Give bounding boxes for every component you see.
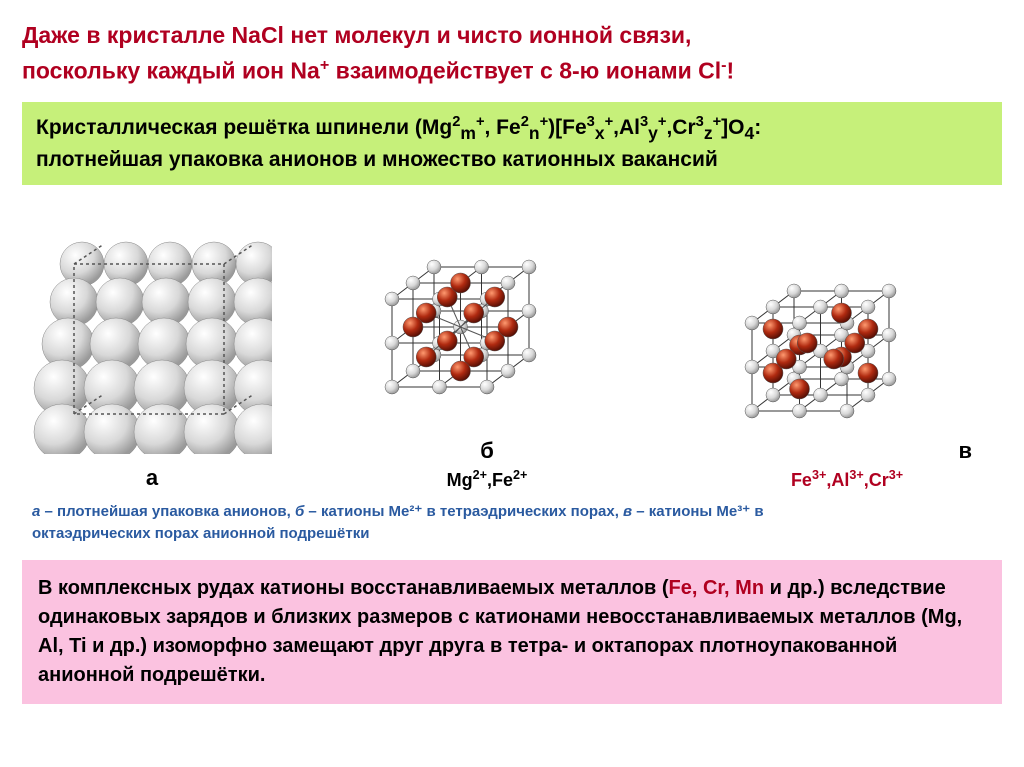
cap-a-t: – плотнейшая упаковка анионов,	[40, 503, 295, 520]
gb-c: )[Fe	[548, 116, 587, 139]
cr3-sup: 3	[696, 114, 704, 130]
gb-line2: плотнейшая упаковка анионов и множество …	[36, 148, 718, 171]
gb-d: ,Al	[613, 116, 640, 139]
al3-sub: y	[648, 123, 658, 143]
gb-e: ,Cr	[666, 116, 695, 139]
spinel-lattice-box: Кристаллическая решётка шпинели (Mg2m+, …	[22, 102, 1002, 185]
al3-sup: 3	[640, 114, 648, 130]
cap-c: в	[623, 503, 632, 520]
diag-c-chem: Fe3+,Al3+,Cr3+	[702, 468, 992, 491]
gb-a: Кристаллическая решётка шпинели (Mg	[36, 116, 452, 139]
cap-b-t: – катионы Me²⁺ в тетраэдрических порах,	[304, 503, 623, 520]
diag-a-letter: а	[32, 465, 272, 491]
title-line2a: поскольку каждый ион Na	[22, 57, 320, 83]
diagram-row: а б Mg2+,Fe2+ в Fe3+,Al3+,Cr3+	[22, 197, 1002, 491]
unit-cell-b-svg	[342, 197, 632, 427]
pink-metals: Fe, Cr, Mn	[668, 577, 764, 599]
fe2-sub: n	[529, 123, 540, 143]
mg-sub: m	[460, 123, 476, 143]
o4-sub: 4	[744, 123, 754, 143]
cap-b: б	[295, 503, 304, 520]
pink-a: В комплексных рудах катионы восстанавлив…	[38, 577, 668, 599]
diagram-a: а	[32, 224, 272, 491]
gb-g: :	[754, 116, 761, 139]
cap-c-t: – катионы Me³⁺ в	[632, 503, 763, 520]
diag-b-chem: Mg2+,Fe2+	[342, 468, 632, 491]
diagram-b: б Mg2+,Fe2+	[342, 197, 632, 491]
fe3-sub: x	[595, 123, 605, 143]
title-line1: Даже в кристалле NaCl нет молекул и чист…	[22, 22, 691, 48]
diag-b-letter: б	[342, 438, 632, 464]
title-line2c: !	[727, 57, 735, 83]
gb-b: , Fe	[485, 116, 521, 139]
diagram-c: в Fe3+,Al3+,Cr3+	[702, 221, 992, 491]
fe3-sup: 3	[587, 114, 595, 130]
cap-l2: октаэдрических порах анионной подрешётки	[32, 525, 369, 542]
diag-c-letter: в	[702, 438, 992, 464]
unit-cell-c-svg	[702, 221, 992, 451]
fe2-sup: 2	[521, 114, 529, 130]
close-packed-svg	[32, 224, 272, 454]
title: Даже в кристалле NaCl нет молекул и чист…	[22, 18, 1002, 88]
title-line2b: взаимодействует с 8-ю ионами Cl	[329, 57, 721, 83]
diagram-caption: а – плотнейшая упаковка анионов, б – кат…	[32, 501, 1002, 546]
cr3-sub: z	[704, 123, 713, 143]
complex-ores-box: В комплексных рудах катионы восстанавлив…	[22, 560, 1002, 704]
gb-f: ]O	[721, 116, 744, 139]
na-plus: +	[320, 56, 329, 74]
